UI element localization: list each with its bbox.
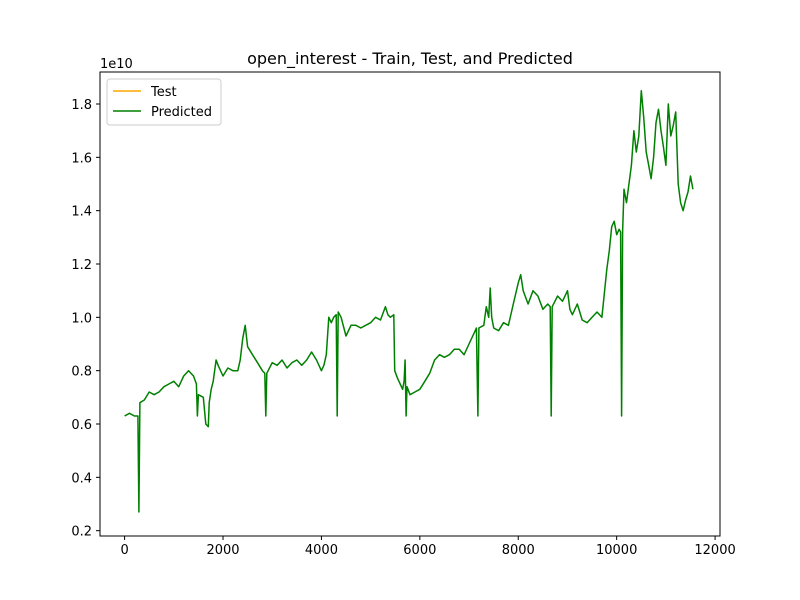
y-tick-label: 0.6 — [71, 418, 92, 433]
y-tick-label: 1.0 — [71, 311, 92, 326]
axis-layer: 0 2000 4000 6000 8000 10000 12000 0.2 0.4 0.6 0.8 1… — [71, 98, 735, 558]
x-tick-label: 0 — [120, 543, 128, 558]
x-tick-label: 4000 — [305, 543, 338, 558]
y-tick-label: 1.4 — [71, 205, 92, 220]
y-tick-label: 1.6 — [71, 151, 92, 166]
plot-layer — [124, 89, 694, 513]
y-scale-label: 1e10 — [100, 57, 133, 72]
plot-frame — [99, 71, 721, 537]
y-tick-label: 1.2 — [71, 258, 92, 273]
series-line-predicted — [124, 89, 694, 513]
y-tick-label: 0.8 — [71, 365, 92, 380]
x-tick-label: 10000 — [596, 543, 637, 558]
y-tick-label: 0.2 — [71, 525, 92, 540]
chart-title: open_interest - Train, Test, and Predict… — [247, 49, 573, 69]
legend-label-predicted: Predicted — [151, 105, 212, 120]
plot-area — [100, 72, 720, 536]
x-tick-label: 6000 — [403, 543, 436, 558]
x-tick-label: 8000 — [502, 543, 535, 558]
x-tick-label: 12000 — [694, 543, 735, 558]
legend: Test Predicted — [106, 78, 222, 126]
y-tick-label: 1.8 — [71, 98, 92, 113]
y-tick-label: 0.4 — [71, 471, 92, 486]
legend-label-test: Test — [150, 85, 177, 100]
x-tick-label: 2000 — [206, 543, 239, 558]
